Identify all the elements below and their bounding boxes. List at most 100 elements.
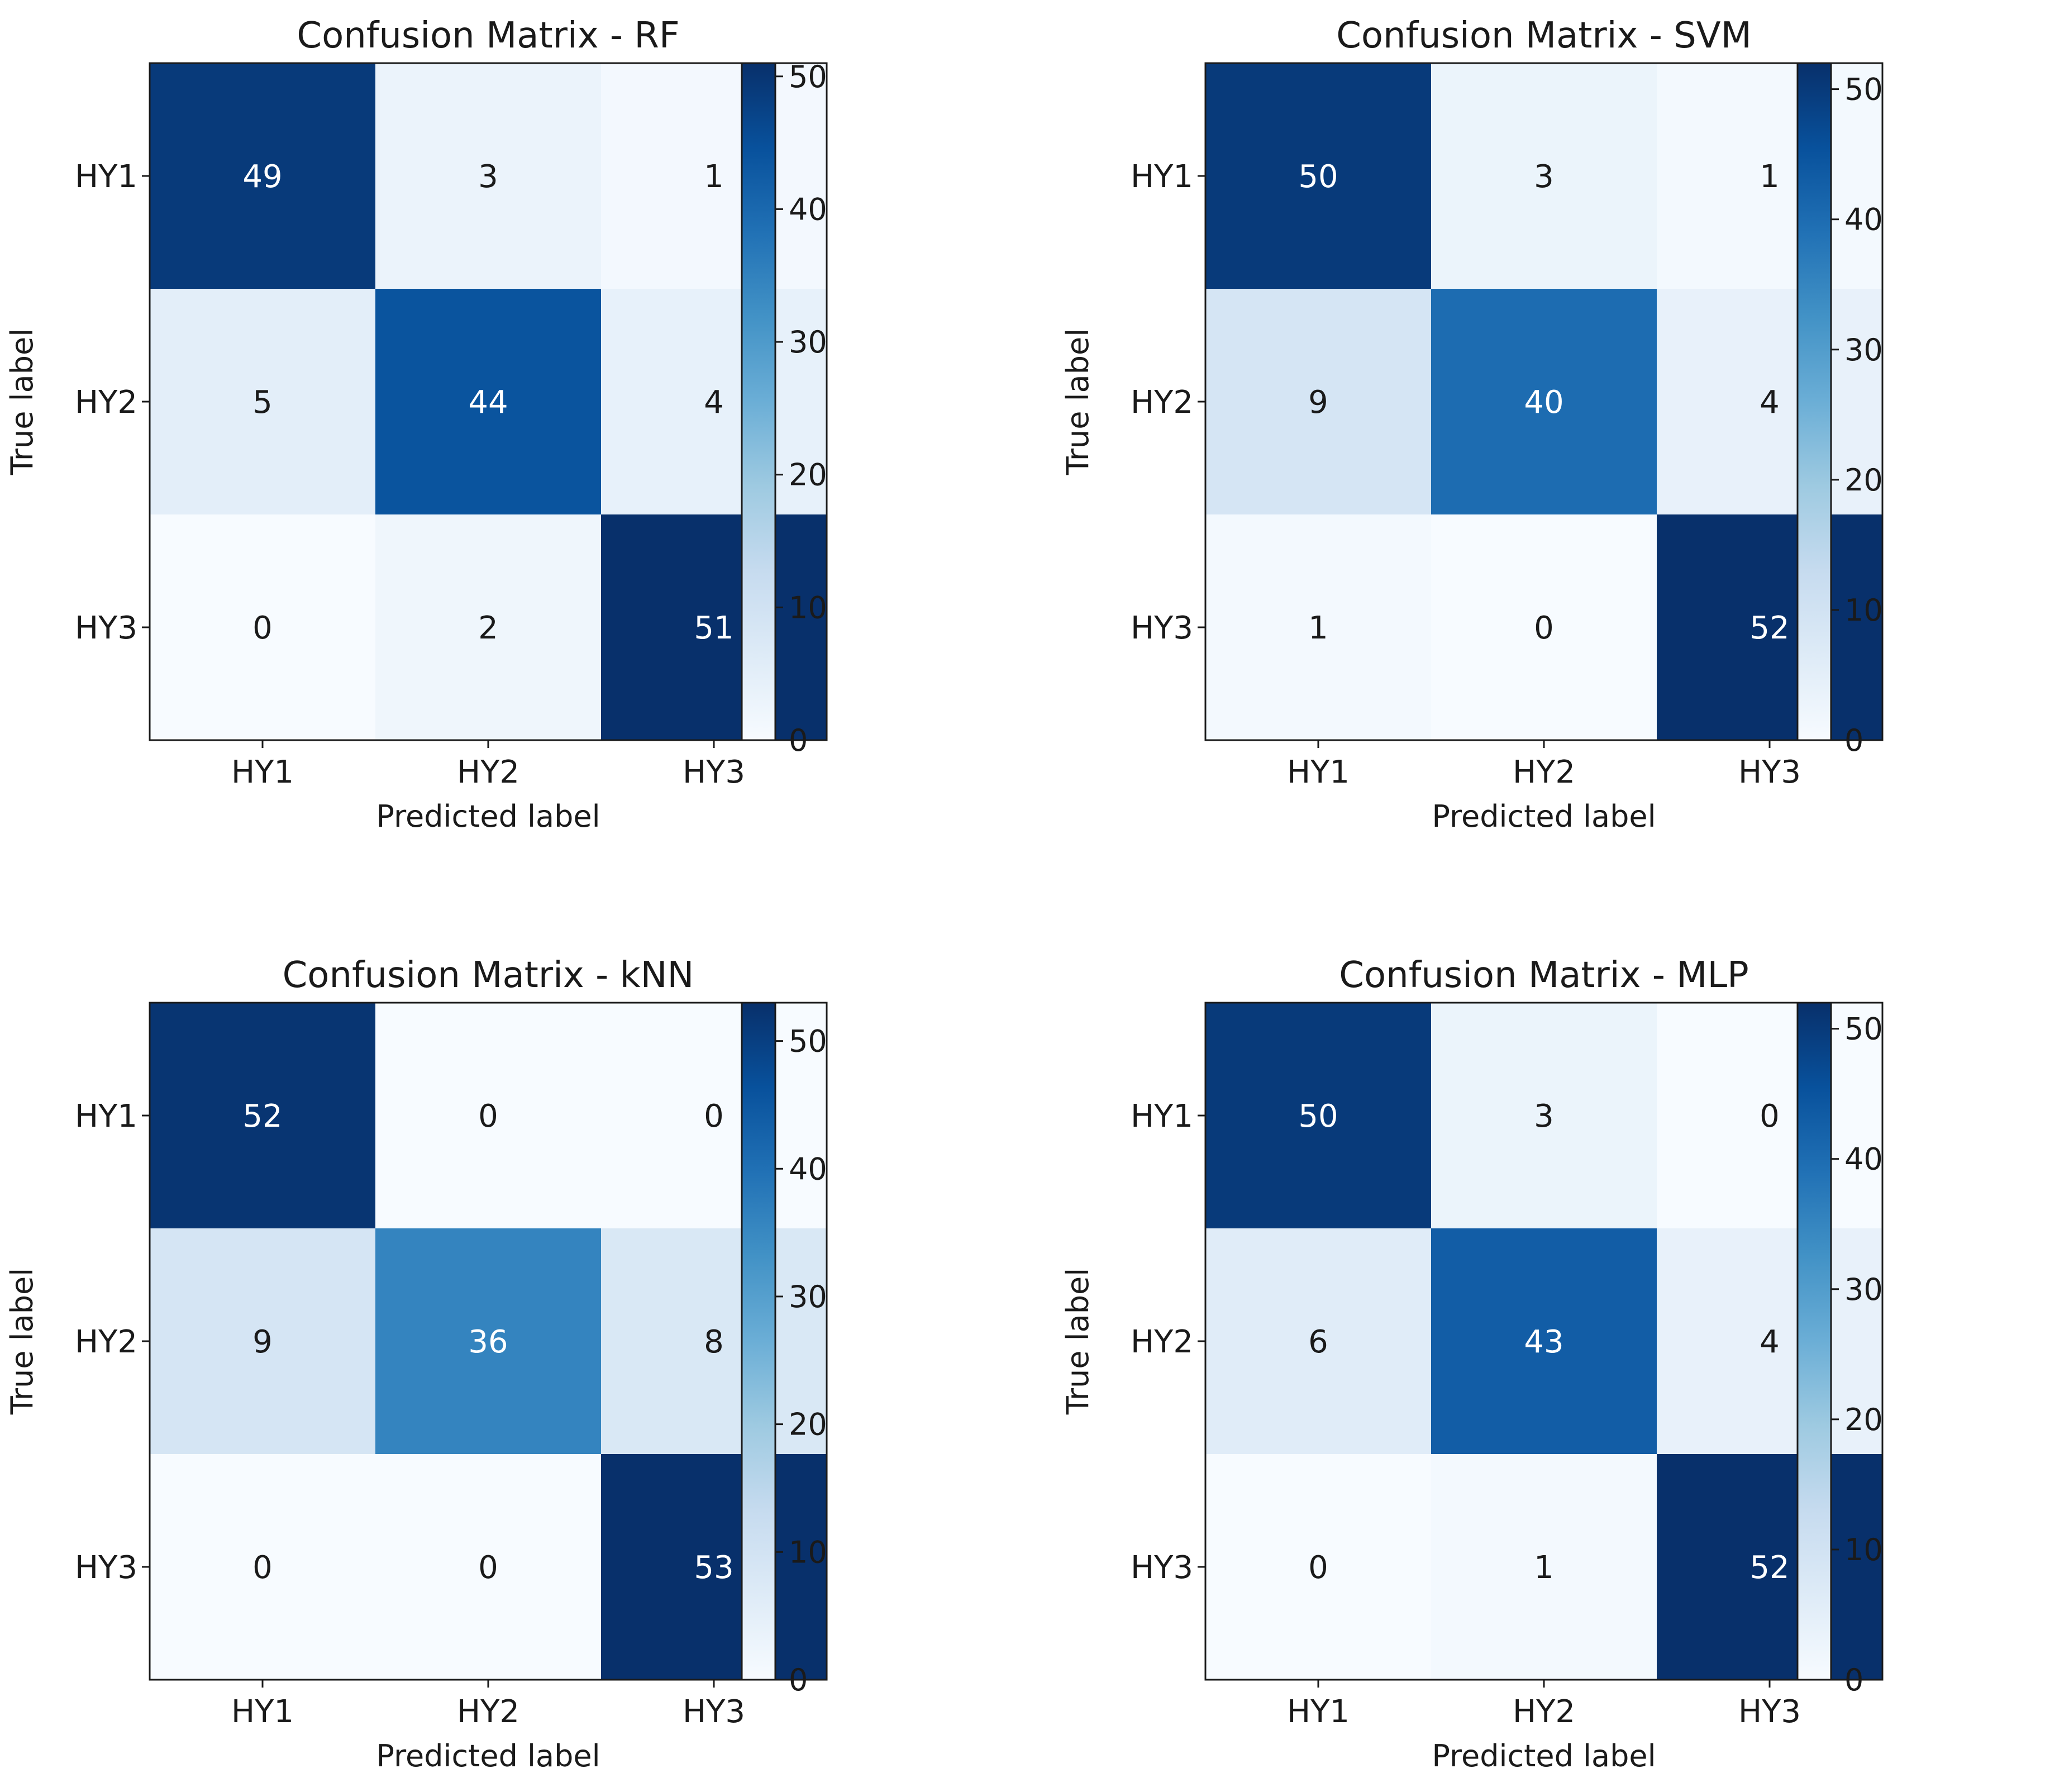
cell-value-label: 49 xyxy=(242,159,282,195)
colorbar-tick-label: 10 xyxy=(1844,1532,1883,1567)
x-tick-label: HY3 xyxy=(1738,754,1801,790)
colorbar-tick-label: 40 xyxy=(789,192,827,227)
colorbar-tick-label: 40 xyxy=(789,1151,827,1186)
heatmap-cell xyxy=(1657,1003,1882,1228)
y-tick-label: HY3 xyxy=(1131,1550,1193,1586)
colorbar-tick-label: 0 xyxy=(789,723,808,758)
y-tick-label: HY3 xyxy=(75,610,137,646)
cell-value-label: 50 xyxy=(1298,159,1338,195)
cell-value-label: 3 xyxy=(478,159,498,195)
colorbar-tick-label: 20 xyxy=(789,1407,827,1442)
cell-value-label: 51 xyxy=(694,610,733,646)
cell-value-label: 52 xyxy=(242,1098,282,1135)
cell-value-label: 4 xyxy=(1760,384,1780,421)
chart-title: Confusion Matrix - RF xyxy=(297,15,679,56)
cell-value-label: 2 xyxy=(478,610,498,646)
cell-value-label: 1 xyxy=(704,159,724,195)
cell-value-label: 5 xyxy=(252,384,273,421)
x-tick-label: HY3 xyxy=(683,754,745,790)
confusion-matrix-panel-2: Confusion Matrix - kNN 52 0 0 9 36 8 0 0 53 HY1 HY2… xyxy=(4,955,828,1774)
heatmap-cell xyxy=(150,1003,375,1228)
y-tick-label: HY1 xyxy=(1131,159,1193,195)
x-tick-label: HY1 xyxy=(231,754,294,790)
cell-value-label: 1 xyxy=(1760,159,1780,195)
heatmap-cell xyxy=(375,1228,601,1454)
y-axis-label: True label xyxy=(4,1268,40,1415)
y-axis-label: True label xyxy=(4,328,40,475)
colorbar xyxy=(741,1002,776,1681)
cell-value-label: 36 xyxy=(468,1324,508,1360)
colorbar xyxy=(1796,1002,1832,1681)
cell-value-label: 6 xyxy=(1308,1324,1328,1360)
heatmap-cell xyxy=(150,289,375,514)
cell-value-label: 9 xyxy=(252,1324,273,1360)
heatmap-cell xyxy=(1205,289,1431,514)
heatmap-cell xyxy=(601,289,827,514)
heatmap-cell xyxy=(1205,1454,1431,1680)
y-tick-label: HY1 xyxy=(75,1098,137,1135)
x-tick-label: HY2 xyxy=(1513,754,1575,790)
cell-value-label: 0 xyxy=(478,1550,498,1586)
colorbar-tick-label: 0 xyxy=(1844,1662,1863,1698)
x-axis-label: Predicted label xyxy=(1432,799,1656,834)
heatmap-cell xyxy=(1205,1003,1431,1228)
colorbar-tick-label: 30 xyxy=(789,325,827,360)
colorbar-tick-label: 40 xyxy=(1844,202,1883,237)
x-tick-label: HY2 xyxy=(457,754,519,790)
y-tick-label: HY2 xyxy=(1131,1324,1193,1360)
y-axis-label: True label xyxy=(1060,1268,1095,1415)
cell-value-label: 0 xyxy=(1760,1098,1780,1135)
heatmap-cell xyxy=(150,1228,375,1454)
colorbar-tick-label: 10 xyxy=(789,1534,827,1570)
cell-value-label: 44 xyxy=(468,384,508,421)
colorbar xyxy=(1796,62,1832,741)
heatmap-cell xyxy=(1657,1454,1882,1680)
x-tick-label: HY1 xyxy=(231,1694,294,1730)
heatmap-cell xyxy=(1431,1003,1657,1228)
x-tick-label: HY3 xyxy=(1738,1694,1801,1730)
cell-value-label: 0 xyxy=(252,610,273,646)
heatmap-cell xyxy=(1205,1228,1431,1454)
cell-value-label: 4 xyxy=(1760,1324,1780,1360)
cell-value-label: 9 xyxy=(1308,384,1328,421)
chart-title: Confusion Matrix - SVM xyxy=(1336,15,1752,56)
colorbar-tick-label: 0 xyxy=(789,1662,808,1698)
colorbar-tick-label: 50 xyxy=(789,59,827,94)
heatmap-cell xyxy=(150,63,375,289)
heatmap-cell xyxy=(601,1228,827,1454)
heatmap-cell xyxy=(150,1454,375,1680)
heatmap-cell xyxy=(601,1454,827,1680)
heatmap-cell xyxy=(1431,1228,1657,1454)
colorbar-tick-label: 50 xyxy=(1844,1012,1883,1047)
cell-value-label: 0 xyxy=(252,1550,273,1586)
cell-value-label: 52 xyxy=(1749,1550,1789,1586)
heatmap-cell xyxy=(1657,63,1882,289)
heatmap-cell xyxy=(375,1003,601,1228)
cell-value-label: 0 xyxy=(704,1098,724,1135)
heatmap-cell xyxy=(375,1454,601,1680)
cell-value-label: 50 xyxy=(1298,1098,1338,1135)
colorbar-tick-label: 50 xyxy=(789,1024,827,1059)
cell-value-label: 4 xyxy=(704,384,724,421)
heatmap-cell xyxy=(1431,1454,1657,1680)
x-tick-label: HY2 xyxy=(1513,1694,1575,1730)
heatmap-cell xyxy=(375,63,601,289)
cell-value-label: 3 xyxy=(1534,159,1554,195)
heatmap-cell xyxy=(1431,289,1657,514)
heatmap-cell xyxy=(1657,289,1882,514)
y-tick-label: HY3 xyxy=(1131,610,1193,646)
heatmap-cell xyxy=(1657,1228,1882,1454)
heatmap-cell xyxy=(601,514,827,740)
colorbar-tick-label: 0 xyxy=(1844,723,1863,758)
cell-value-label: 53 xyxy=(694,1550,733,1586)
heatmap-cell xyxy=(1205,514,1431,740)
x-tick-label: HY3 xyxy=(683,1694,745,1730)
x-axis-label: Predicted label xyxy=(376,799,600,834)
chart-title: Confusion Matrix - MLP xyxy=(1339,955,1748,996)
cell-value-label: 43 xyxy=(1524,1324,1563,1360)
y-tick-label: HY2 xyxy=(75,1324,137,1360)
colorbar-tick-label: 30 xyxy=(789,1279,827,1314)
heatmap-cell xyxy=(1657,514,1882,740)
